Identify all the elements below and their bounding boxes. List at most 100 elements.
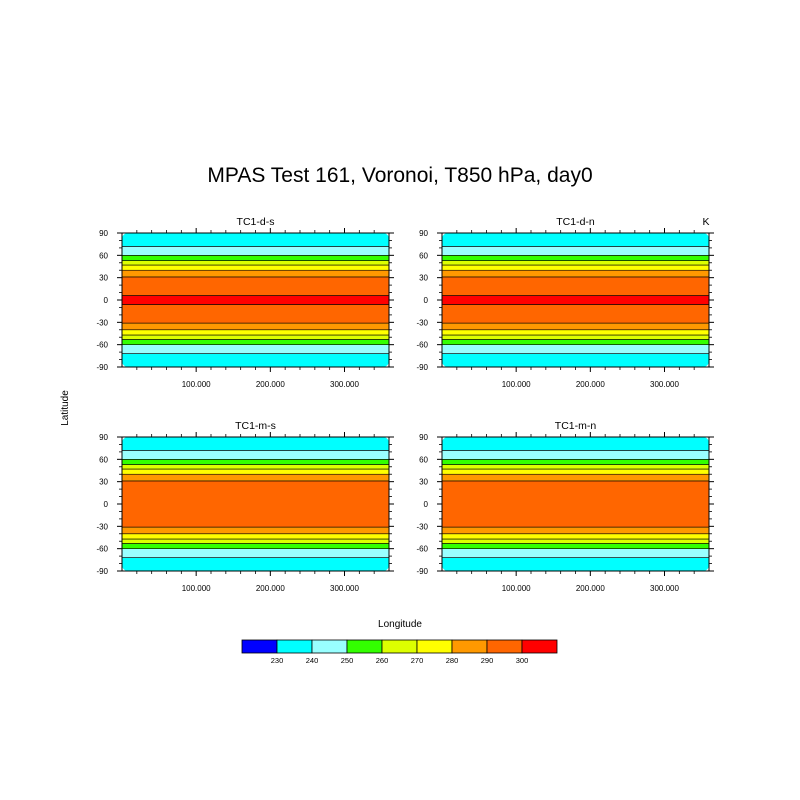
y-tick-label: -60	[96, 545, 108, 554]
temperature-band	[442, 480, 709, 528]
x-tick-label: 100.000	[182, 584, 211, 593]
y-tick-label: -90	[96, 363, 108, 372]
panel-title: TC1-d-n	[556, 216, 595, 228]
y-tick-label: 90	[419, 229, 428, 238]
colorbar-label: 290	[481, 656, 494, 665]
y-tick-label: -30	[96, 522, 108, 531]
temperature-band	[122, 295, 389, 305]
y-tick-label: -90	[416, 567, 428, 576]
colorbar-label: 280	[446, 656, 459, 665]
temperature-band	[122, 526, 389, 535]
temperature-band	[442, 276, 709, 296]
panel-TC1-m-n: TC1-m-n 90 60 30 0 -30 -60 -90 100.000 200.000 300…	[416, 420, 714, 593]
temperature-band	[442, 557, 709, 571]
y-tick-label: 90	[419, 433, 428, 442]
temperature-band	[122, 269, 389, 278]
temperature-band	[122, 543, 389, 549]
y-tick-label: 60	[419, 251, 428, 260]
temperature-band	[442, 533, 709, 540]
panel-title: TC1-m-s	[235, 420, 276, 432]
temperature-band	[442, 304, 709, 324]
x-tick-label: 100.000	[502, 380, 531, 389]
temperature-band	[122, 464, 389, 470]
temperature-band	[122, 304, 389, 324]
temperature-band	[122, 322, 389, 331]
panel-TC1-d-n: TC1-d-n 90 60 30 0 -30 -60 -90 100.000 200.000 300…	[416, 216, 714, 389]
temperature-band	[122, 450, 389, 460]
temperature-band	[442, 329, 709, 336]
panel-TC1-m-s: TC1-m-s 90 60 30 0 -30 -60 -90 100.000 200.000 300…	[96, 420, 394, 593]
temperature-band	[442, 295, 709, 305]
y-tick-label: 30	[99, 274, 108, 283]
colorbar-swatch	[451, 639, 488, 654]
temperature-band	[442, 464, 709, 470]
y-tick-label: 30	[419, 478, 428, 487]
temperature-band	[122, 473, 389, 482]
temperature-band	[442, 353, 709, 367]
temperature-band	[122, 255, 389, 261]
temperature-band	[442, 459, 709, 465]
temperature-band	[122, 260, 389, 266]
temperature-band	[122, 533, 389, 540]
x-tick-label: 100.000	[182, 380, 211, 389]
temperature-band	[442, 233, 709, 247]
x-tick-label: 200.000	[256, 584, 285, 593]
figure-title: MPAS Test 161, Voronoi, T850 hPa, day0	[207, 164, 592, 187]
y-tick-label: 60	[99, 251, 108, 260]
temperature-band	[122, 538, 389, 544]
y-tick-label: 0	[424, 296, 429, 305]
colorbar-swatch	[416, 639, 453, 654]
y-tick-label: 30	[99, 478, 108, 487]
temperature-band	[122, 264, 389, 271]
colorbar-label: 240	[306, 656, 319, 665]
temperature-band	[122, 548, 389, 558]
temperature-band	[122, 246, 389, 256]
temperature-band	[442, 246, 709, 256]
temperature-band	[442, 264, 709, 271]
temperature-band	[122, 557, 389, 571]
colorbar-label: 250	[341, 656, 354, 665]
panel-title: TC1-d-s	[237, 216, 275, 228]
y-tick-label: -30	[96, 318, 108, 327]
temperature-band	[122, 233, 389, 247]
temperature-band	[442, 437, 709, 451]
temperature-band	[122, 353, 389, 367]
colorbar-swatch	[381, 639, 418, 654]
y-tick-label: -90	[416, 363, 428, 372]
y-tick-label: -60	[416, 341, 428, 350]
y-tick-label: 0	[424, 500, 429, 509]
y-tick-label: -60	[416, 545, 428, 554]
colorbar-label: 270	[411, 656, 424, 665]
panel-title: TC1-m-n	[555, 420, 597, 432]
x-tick-label: 300.000	[330, 584, 359, 593]
x-tick-label: 200.000	[576, 584, 605, 593]
x-tick-label: 300.000	[330, 380, 359, 389]
temperature-band	[442, 344, 709, 354]
x-tick-label: 100.000	[502, 584, 531, 593]
y-tick-label: -60	[96, 341, 108, 350]
panel-TC1-d-s: TC1-d-s 90 60 30 0 -30 -60 -90 100.000 200.000 300…	[96, 216, 394, 389]
y-tick-label: -90	[96, 567, 108, 576]
y-axis-label: Latitude	[60, 390, 71, 426]
temperature-band	[442, 468, 709, 475]
temperature-band	[122, 459, 389, 465]
colorbar-swatch	[311, 639, 348, 654]
temperature-band	[442, 334, 709, 340]
x-tick-label: 300.000	[650, 380, 679, 389]
temperature-band	[442, 538, 709, 544]
x-tick-label: 200.000	[576, 380, 605, 389]
y-tick-label: 0	[104, 500, 109, 509]
temperature-band	[122, 437, 389, 451]
temperature-band	[442, 543, 709, 549]
temperature-band	[442, 473, 709, 482]
colorbar: 230 240 250 260 270 280 290 300	[241, 639, 558, 665]
x-tick-label: 300.000	[650, 584, 679, 593]
temperature-band	[122, 339, 389, 345]
y-tick-label: 30	[419, 274, 428, 283]
colorbar-swatch	[241, 639, 278, 654]
temperature-band	[122, 334, 389, 340]
x-tick-label: 200.000	[256, 380, 285, 389]
y-tick-label: 90	[99, 229, 108, 238]
temperature-band	[122, 276, 389, 296]
